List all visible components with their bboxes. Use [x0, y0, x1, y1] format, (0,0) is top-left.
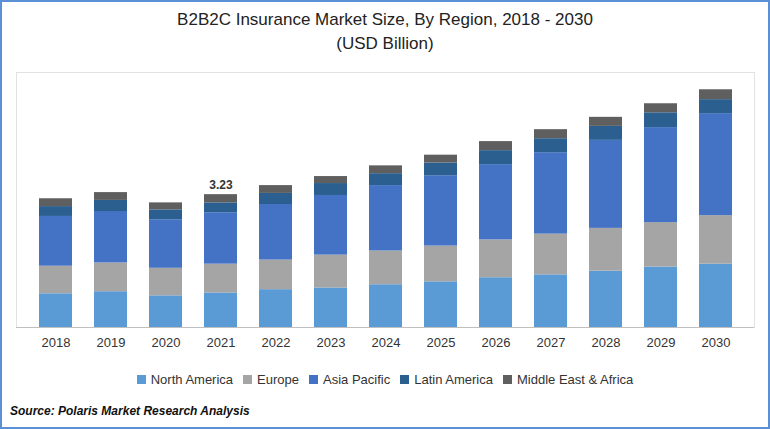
- svg-text:2024: 2024: [372, 335, 401, 350]
- html-text:North America: North America: [150, 372, 234, 387]
- svg-text:2018: 2018: [42, 335, 71, 350]
- html-text:(USD Billion): (USD Billion): [336, 34, 434, 53]
- svg-text:2028: 2028: [592, 335, 621, 350]
- svg-text:2027: 2027: [537, 335, 566, 350]
- svg-text:2023: 2023: [317, 335, 346, 350]
- svg-text:2025: 2025: [427, 335, 456, 350]
- html-text:Source: Polaris Market Researc: Source: Polaris Market Research Analysis: [10, 404, 250, 418]
- svg-text:2019: 2019: [97, 335, 126, 350]
- svg-text:2020: 2020: [152, 335, 181, 350]
- svg-text:2030: 2030: [702, 335, 731, 350]
- html-text:Middle East & Africa: Middle East & Africa: [517, 372, 634, 387]
- svg-text:2029: 2029: [647, 335, 676, 350]
- svg-text:2022: 2022: [262, 335, 291, 350]
- html-text:Latin America: Latin America: [414, 372, 493, 387]
- svg-text:3.23: 3.23: [209, 178, 233, 192]
- html-text:Europe: Europe: [257, 372, 299, 387]
- svg-text:2026: 2026: [482, 335, 511, 350]
- svg-text:2021: 2021: [207, 335, 236, 350]
- html-text:Asia Pacific: Asia Pacific: [323, 372, 391, 387]
- html-text:B2B2C Insurance Market Size, B: B2B2C Insurance Market Size, By Region, …: [177, 10, 593, 29]
